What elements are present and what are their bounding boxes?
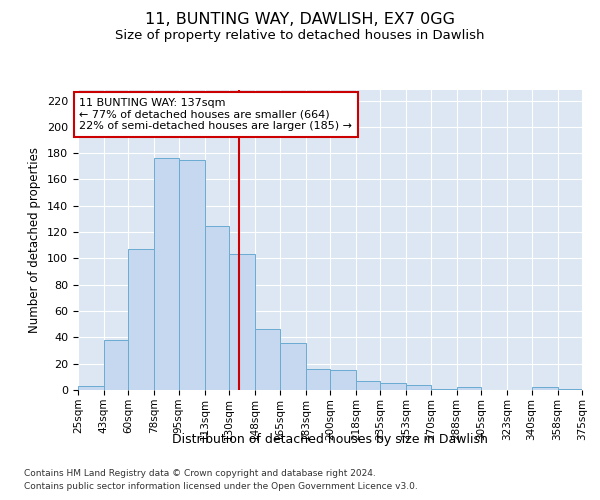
Bar (205, 226, 229, 390)
Bar (330, 370, 356, 390)
Bar (431, 388, 457, 390)
Text: 11 BUNTING WAY: 137sqm
← 77% of detached houses are smaller (664)
22% of semi-de: 11 BUNTING WAY: 137sqm ← 77% of detached… (79, 98, 352, 131)
Bar (406, 384, 431, 390)
Text: Size of property relative to detached houses in Dawlish: Size of property relative to detached ho… (115, 29, 485, 42)
Bar (229, 254, 255, 390)
Text: Distribution of detached houses by size in Dawlish: Distribution of detached houses by size … (172, 432, 488, 446)
Text: Contains public sector information licensed under the Open Government Licence v3: Contains public sector information licen… (24, 482, 418, 491)
Bar (557, 388, 582, 390)
Bar (532, 388, 557, 390)
Bar (154, 158, 179, 390)
Bar (78, 386, 104, 390)
Y-axis label: Number of detached properties: Number of detached properties (28, 147, 41, 333)
Bar (255, 330, 280, 390)
Bar (356, 381, 380, 390)
Bar (280, 342, 305, 390)
Text: Contains HM Land Registry data © Crown copyright and database right 2024.: Contains HM Land Registry data © Crown c… (24, 469, 376, 478)
Text: 11, BUNTING WAY, DAWLISH, EX7 0GG: 11, BUNTING WAY, DAWLISH, EX7 0GG (145, 12, 455, 28)
Bar (457, 388, 481, 390)
Bar (179, 160, 205, 390)
Bar (380, 384, 406, 390)
Bar (104, 340, 128, 390)
Bar (128, 249, 154, 390)
Bar (305, 369, 330, 390)
